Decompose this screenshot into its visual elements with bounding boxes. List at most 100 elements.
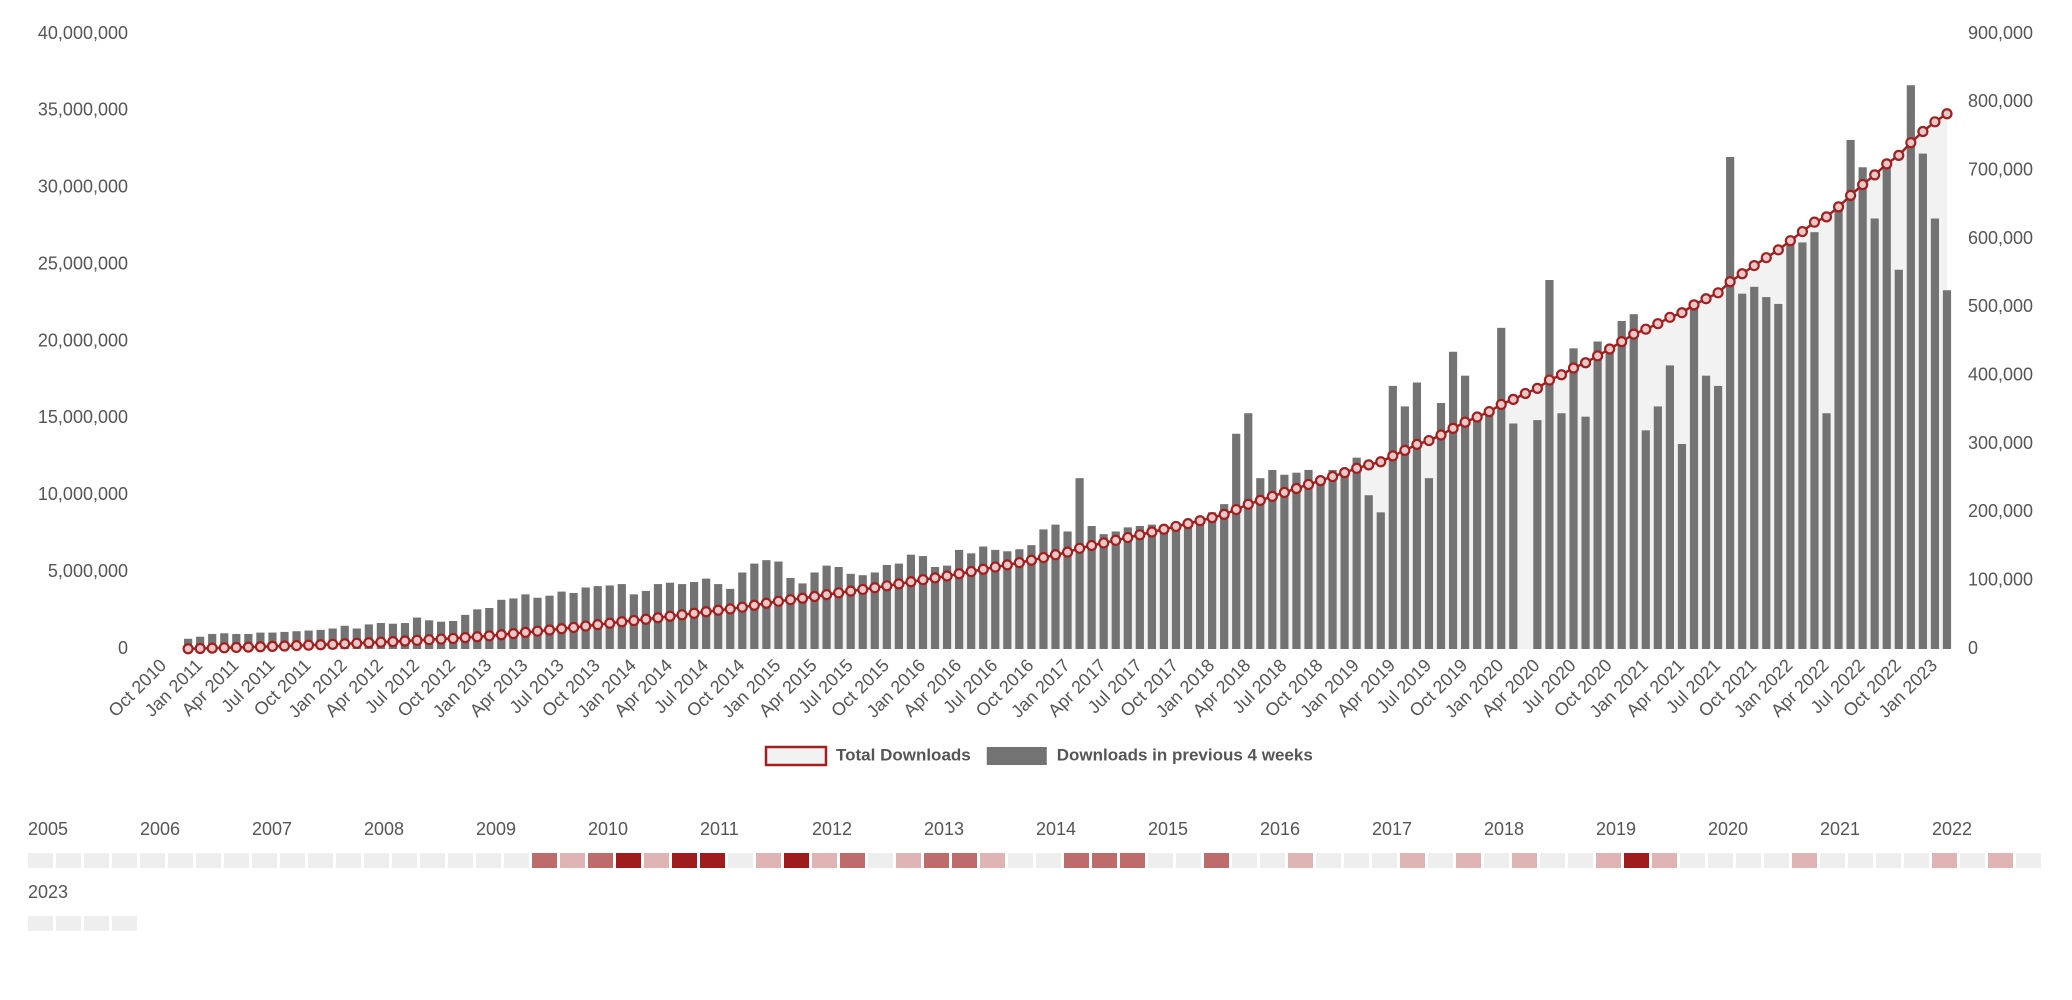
calendar-cell[interactable] <box>1932 853 1957 868</box>
calendar-cell[interactable] <box>1988 853 2013 868</box>
calendar-cell[interactable] <box>700 853 725 868</box>
calendar-cell[interactable] <box>2016 853 2041 868</box>
calendar-cell[interactable] <box>1288 853 1313 868</box>
calendar-cell[interactable] <box>952 853 977 868</box>
calendar-cell[interactable] <box>56 853 81 868</box>
calendar-cell[interactable] <box>448 853 473 868</box>
calendar-cell[interactable] <box>196 853 221 868</box>
calendar-cell[interactable] <box>840 853 865 868</box>
calendar-cell[interactable] <box>728 853 753 868</box>
bar <box>1208 512 1217 649</box>
calendar-cell[interactable] <box>812 853 837 868</box>
calendar-cell[interactable] <box>504 853 529 868</box>
calendar-cell[interactable] <box>1792 853 1817 868</box>
calendar-cell[interactable] <box>1820 853 1845 868</box>
calendar-cell[interactable] <box>1260 853 1285 868</box>
calendar-cell[interactable] <box>308 853 333 868</box>
line-marker <box>592 619 604 631</box>
bar <box>1244 413 1253 649</box>
calendar-cell[interactable] <box>420 853 445 868</box>
line-marker <box>1869 169 1881 181</box>
legend-item[interactable]: Total Downloads <box>764 745 971 767</box>
calendar-cell[interactable] <box>644 853 669 868</box>
calendar-cell[interactable] <box>1848 853 1873 868</box>
calendar-cell[interactable] <box>1736 853 1761 868</box>
calendar-cell[interactable] <box>1316 853 1341 868</box>
calendar-cell[interactable] <box>1232 853 1257 868</box>
calendar-cell[interactable] <box>896 853 921 868</box>
calendar-cell[interactable] <box>924 853 949 868</box>
calendar-cell[interactable] <box>84 916 109 931</box>
calendar-cell[interactable] <box>224 853 249 868</box>
calendar-cell[interactable] <box>1176 853 1201 868</box>
calendar-cell[interactable] <box>84 853 109 868</box>
calendar-cell[interactable] <box>1148 853 1173 868</box>
calendar-cell[interactable] <box>56 916 81 931</box>
calendar-cell[interactable] <box>1512 853 1537 868</box>
calendar-cell[interactable] <box>1036 853 1061 868</box>
calendar-cell[interactable] <box>1624 853 1649 868</box>
calendar-cell[interactable] <box>1344 853 1369 868</box>
calendar-cell[interactable] <box>336 853 361 868</box>
calendar-cell[interactable] <box>1652 853 1677 868</box>
calendar-cell[interactable] <box>1960 853 1985 868</box>
calendar-cell[interactable] <box>28 853 53 868</box>
calendar-cell[interactable] <box>1372 853 1397 868</box>
calendar-cell[interactable] <box>140 853 165 868</box>
calendar-cell[interactable] <box>1400 853 1425 868</box>
calendar-cell[interactable] <box>868 853 893 868</box>
line-marker <box>339 638 351 650</box>
legend-label[interactable]: Total Downloads <box>836 745 971 764</box>
calendar-cell[interactable] <box>1904 853 1929 868</box>
calendar-cell[interactable] <box>1708 853 1733 868</box>
y2-tick-label: 0 <box>1968 638 1978 658</box>
calendar-cell[interactable] <box>252 853 277 868</box>
calendar-cell[interactable] <box>532 853 557 868</box>
calendar-cell[interactable] <box>980 853 1005 868</box>
bar <box>196 636 205 649</box>
line-marker <box>1772 244 1784 256</box>
bar <box>1280 474 1289 649</box>
bar <box>882 564 891 649</box>
line-marker <box>447 632 459 645</box>
legend-item[interactable]: Downloads in previous 4 weeks <box>986 745 1313 765</box>
calendar-cell[interactable] <box>1596 853 1621 868</box>
calendar-cell[interactable] <box>1876 853 1901 868</box>
calendar-cell[interactable] <box>364 853 389 868</box>
calendar-cell[interactable] <box>280 853 305 868</box>
calendar-cell[interactable] <box>476 853 501 868</box>
calendar-cell[interactable] <box>756 853 781 868</box>
calendar-cell[interactable] <box>1120 853 1145 868</box>
calendar-cell[interactable] <box>168 853 193 868</box>
calendar-cell[interactable] <box>28 916 53 931</box>
calendar-cell[interactable] <box>588 853 613 868</box>
calendar-cell[interactable] <box>1092 853 1117 868</box>
calendar-cell[interactable] <box>1540 853 1565 868</box>
calendar-cell[interactable] <box>1008 853 1033 868</box>
line-marker <box>182 643 194 655</box>
bar <box>1942 290 1952 649</box>
calendar-cell[interactable] <box>1568 853 1593 868</box>
calendar-cell[interactable] <box>1764 853 1789 868</box>
calendar-cell[interactable] <box>784 853 809 868</box>
line-marker <box>1905 137 1917 149</box>
line-marker <box>1845 189 1857 202</box>
calendar-cell[interactable] <box>672 853 697 868</box>
calendar-cell[interactable] <box>1484 853 1509 868</box>
line-marker <box>1122 531 1134 544</box>
calendar-cell[interactable] <box>1064 853 1089 868</box>
calendar-cell[interactable] <box>616 853 641 868</box>
calendar-cell[interactable] <box>1204 853 1229 868</box>
calendar-cell[interactable] <box>112 853 137 868</box>
calendar-cell[interactable] <box>1428 853 1453 868</box>
calendar-cell[interactable] <box>112 916 137 931</box>
bar <box>870 572 879 649</box>
legend-label[interactable]: Downloads in previous 4 weeks <box>1057 745 1313 764</box>
calendar-cell[interactable] <box>1680 853 1705 868</box>
calendar-cell[interactable] <box>560 853 585 868</box>
calendar-cell[interactable] <box>1456 853 1481 868</box>
line-marker <box>1857 178 1869 191</box>
line-marker <box>917 574 929 586</box>
line-marker <box>1290 482 1303 495</box>
calendar-cell[interactable] <box>392 853 417 868</box>
